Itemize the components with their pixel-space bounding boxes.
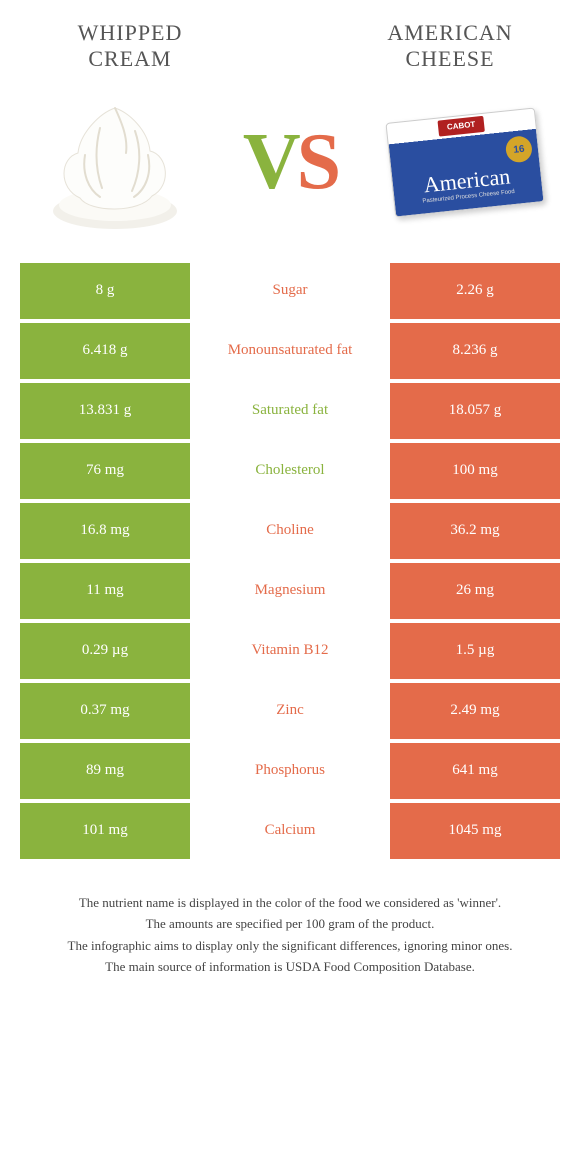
nutrient-label: Vitamin B12 bbox=[190, 623, 390, 679]
nutrient-label: Sugar bbox=[190, 263, 390, 319]
nutrient-label: Monounsaturated fat bbox=[190, 323, 390, 379]
right-value: 100 mg bbox=[390, 443, 560, 499]
left-value: 101 mg bbox=[20, 803, 190, 859]
footnote-line: The infographic aims to display only the… bbox=[40, 936, 540, 956]
nutrient-label: Magnesium bbox=[190, 563, 390, 619]
vs-s: S bbox=[297, 117, 338, 208]
left-value: 11 mg bbox=[20, 563, 190, 619]
left-title: WHIPPED CREAM bbox=[40, 20, 220, 73]
table-row: 0.37 mgZinc2.49 mg bbox=[20, 683, 560, 739]
left-value: 8 g bbox=[20, 263, 190, 319]
nutrient-label: Choline bbox=[190, 503, 390, 559]
table-row: 16.8 mgCholine36.2 mg bbox=[20, 503, 560, 559]
infographic-container: WHIPPED CREAM AMERICAN CHEESE VS CABOT 1… bbox=[0, 0, 580, 1019]
table-row: 6.418 gMonounsaturated fat8.236 g bbox=[20, 323, 560, 379]
american-cheese-image: CABOT 16 American Pasteurized Process Ch… bbox=[390, 93, 540, 233]
table-row: 8 gSugar2.26 g bbox=[20, 263, 560, 319]
table-row: 101 mgCalcium1045 mg bbox=[20, 803, 560, 859]
footnote-line: The main source of information is USDA F… bbox=[40, 957, 540, 977]
nutrient-table: 8 gSugar2.26 g6.418 gMonounsaturated fat… bbox=[0, 263, 580, 859]
right-value: 36.2 mg bbox=[390, 503, 560, 559]
table-row: 13.831 gSaturated fat18.057 g bbox=[20, 383, 560, 439]
right-value: 2.49 mg bbox=[390, 683, 560, 739]
table-row: 0.29 µgVitamin B121.5 µg bbox=[20, 623, 560, 679]
left-value: 13.831 g bbox=[20, 383, 190, 439]
images-row: VS CABOT 16 American Pasteurized Process… bbox=[0, 83, 580, 263]
vs-v: V bbox=[243, 117, 297, 208]
right-value: 26 mg bbox=[390, 563, 560, 619]
right-value: 1.5 µg bbox=[390, 623, 560, 679]
left-value: 0.37 mg bbox=[20, 683, 190, 739]
whipped-cream-image bbox=[40, 93, 190, 233]
nutrient-label: Saturated fat bbox=[190, 383, 390, 439]
right-value: 1045 mg bbox=[390, 803, 560, 859]
nutrient-label: Cholesterol bbox=[190, 443, 390, 499]
footnote-line: The nutrient name is displayed in the co… bbox=[40, 893, 540, 913]
left-value: 89 mg bbox=[20, 743, 190, 799]
nutrient-label: Zinc bbox=[190, 683, 390, 739]
left-value: 0.29 µg bbox=[20, 623, 190, 679]
footnotes: The nutrient name is displayed in the co… bbox=[0, 863, 580, 1019]
right-value: 2.26 g bbox=[390, 263, 560, 319]
cream-icon bbox=[40, 93, 190, 233]
table-row: 89 mgPhosphorus641 mg bbox=[20, 743, 560, 799]
cheese-badge: 16 bbox=[505, 135, 534, 164]
footnote-line: The amounts are specified per 100 gram o… bbox=[40, 914, 540, 934]
table-row: 11 mgMagnesium26 mg bbox=[20, 563, 560, 619]
cheese-brand: CABOT bbox=[437, 116, 484, 137]
right-value: 18.057 g bbox=[390, 383, 560, 439]
table-row: 76 mgCholesterol100 mg bbox=[20, 443, 560, 499]
right-value: 641 mg bbox=[390, 743, 560, 799]
right-title: AMERICAN CHEESE bbox=[360, 20, 540, 73]
nutrient-label: Calcium bbox=[190, 803, 390, 859]
cheese-box-icon: CABOT 16 American Pasteurized Process Ch… bbox=[385, 108, 544, 218]
left-value: 16.8 mg bbox=[20, 503, 190, 559]
header: WHIPPED CREAM AMERICAN CHEESE bbox=[0, 0, 580, 83]
vs-label: VS bbox=[243, 117, 337, 208]
left-value: 6.418 g bbox=[20, 323, 190, 379]
right-value: 8.236 g bbox=[390, 323, 560, 379]
nutrient-label: Phosphorus bbox=[190, 743, 390, 799]
left-value: 76 mg bbox=[20, 443, 190, 499]
